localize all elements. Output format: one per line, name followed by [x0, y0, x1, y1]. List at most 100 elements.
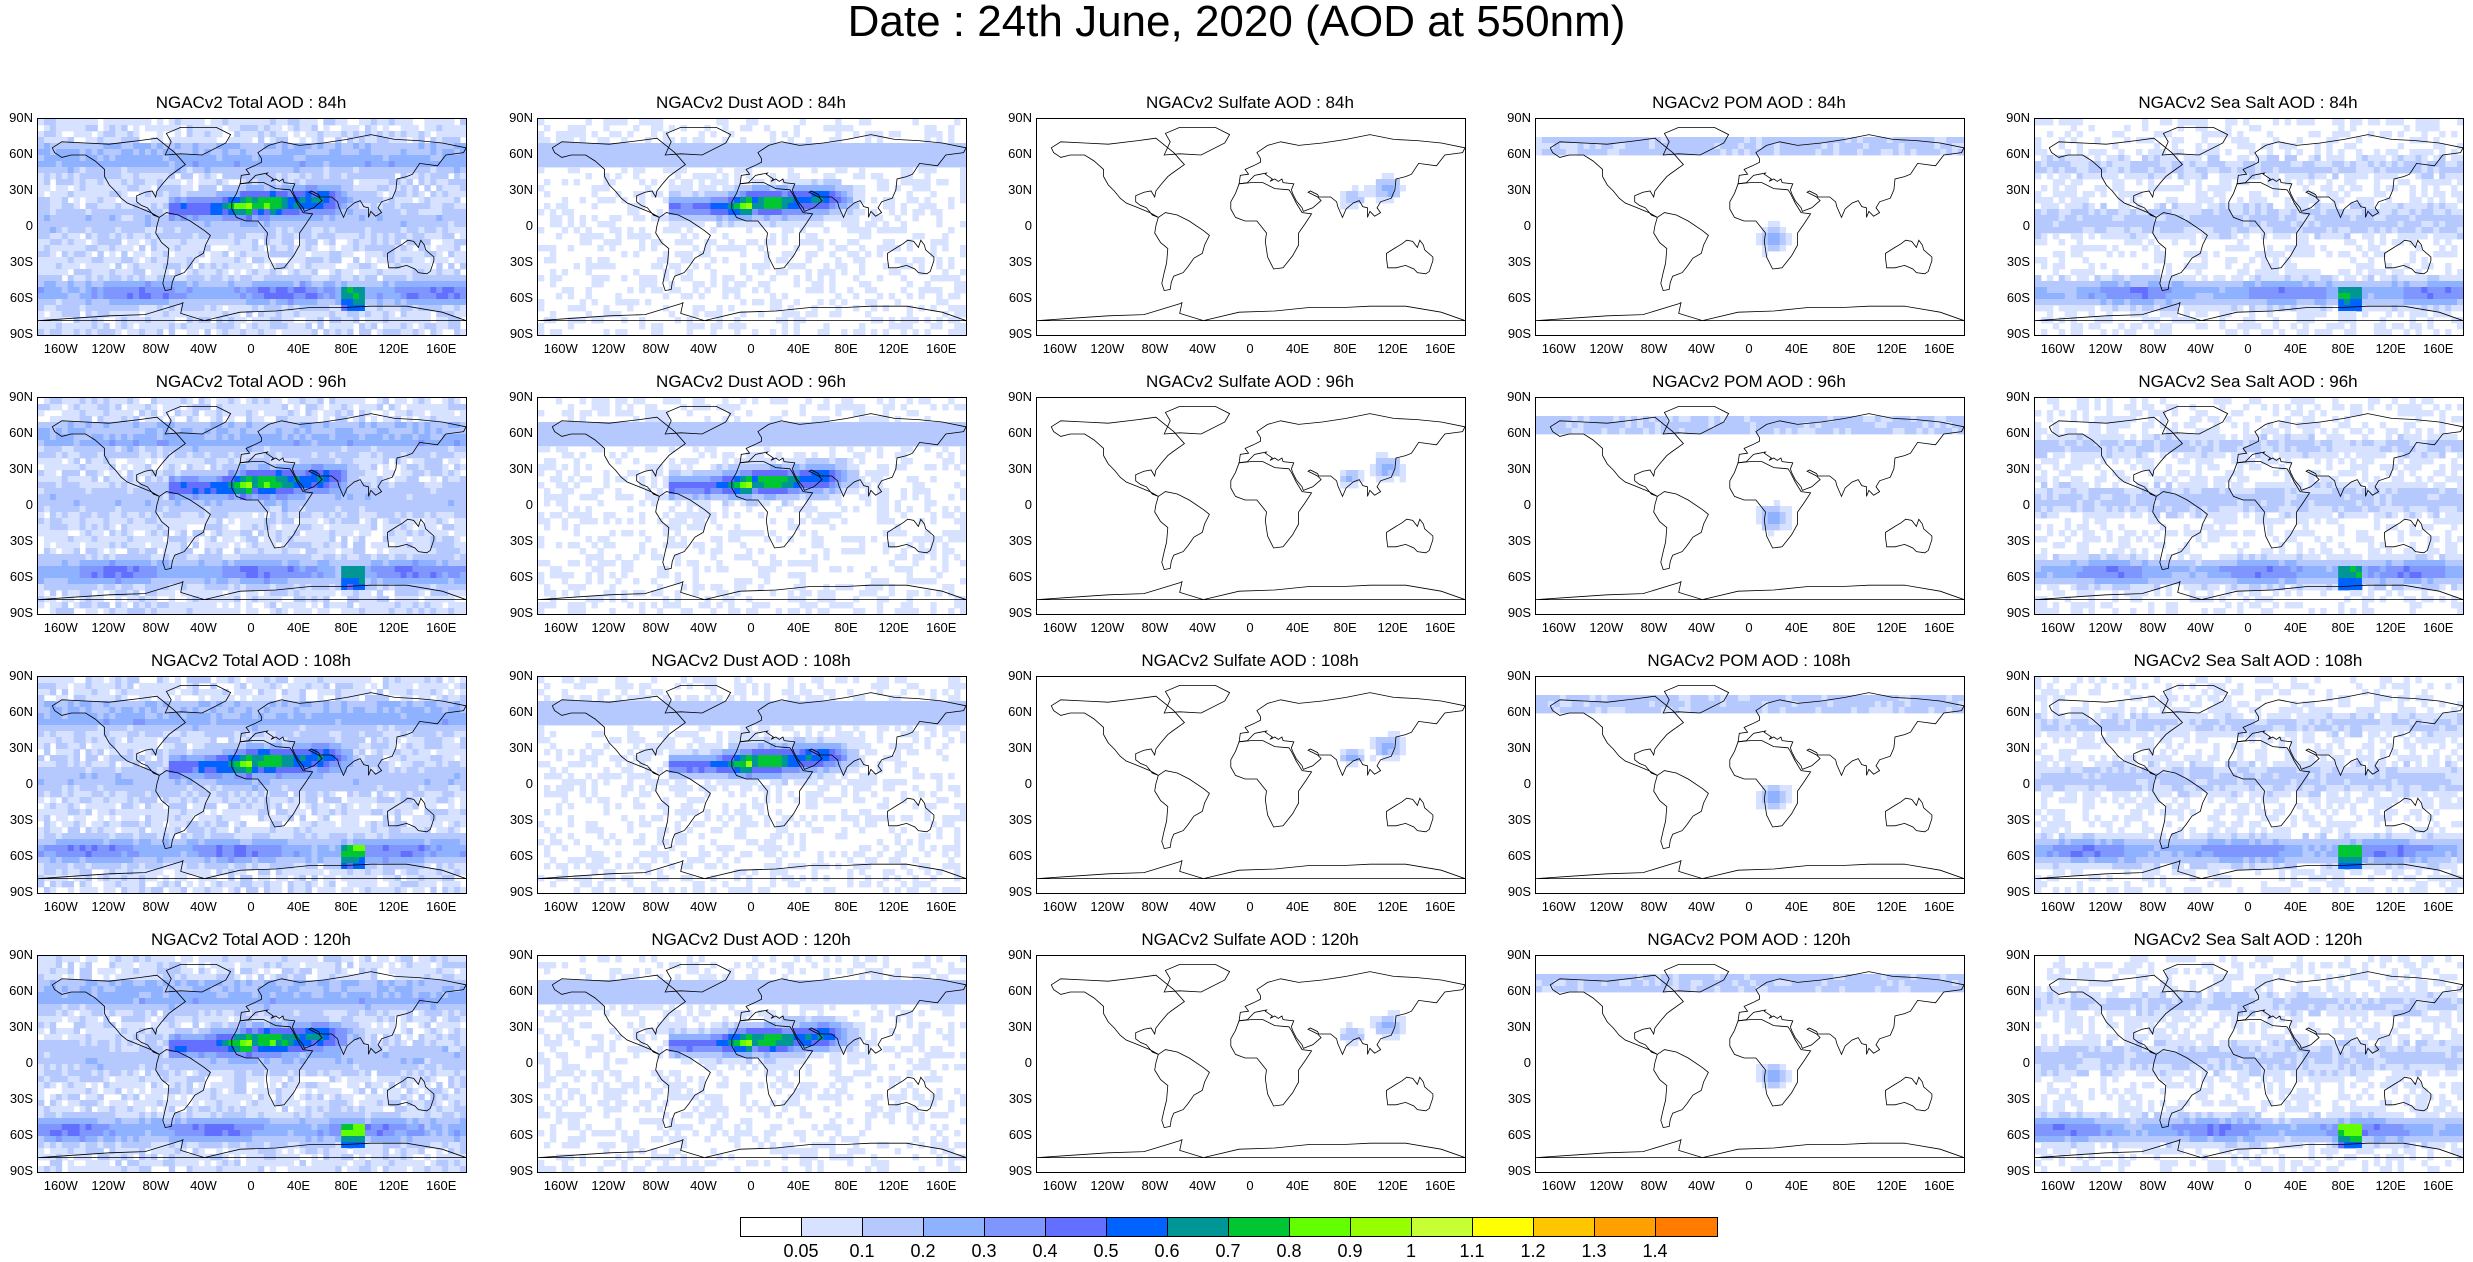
- aod-cell: [151, 203, 157, 209]
- lon-tick-label: 40E: [1772, 341, 1822, 356]
- aod-cell: [133, 209, 139, 215]
- aod-cell: [276, 119, 282, 125]
- aod-cell: [2398, 179, 2404, 185]
- aod-cell: [2374, 185, 2380, 191]
- aod-cell: [853, 185, 859, 191]
- aod-cell: [38, 143, 44, 149]
- aod-cell: [681, 179, 687, 185]
- aod-cell: [871, 131, 877, 137]
- aod-cell: [574, 305, 580, 311]
- aod-cell: [800, 239, 806, 245]
- aod-cell: [199, 203, 205, 209]
- aod-cell: [2297, 119, 2303, 125]
- aod-cell: [335, 233, 341, 239]
- aod-cell: [675, 203, 681, 209]
- aod-cell: [418, 281, 424, 287]
- aod-cell: [377, 221, 383, 227]
- aod-cell: [80, 227, 86, 233]
- aod-cell: [181, 287, 187, 293]
- aod-cell: [675, 251, 681, 257]
- aod-cell: [1566, 149, 1572, 155]
- aod-cell: [2094, 245, 2100, 251]
- aod-cell: [2047, 197, 2053, 203]
- aod-cell: [74, 299, 80, 305]
- aod-cell: [2077, 119, 2083, 125]
- aod-cell: [728, 203, 734, 209]
- aod-cell: [734, 245, 740, 251]
- aod-cell: [2166, 221, 2172, 227]
- aod-cell: [1899, 149, 1905, 155]
- aod-cell: [222, 323, 228, 329]
- lon-tick-label: 40E: [1273, 341, 1323, 356]
- aod-cell: [1625, 149, 1631, 155]
- aod-cell: [103, 281, 109, 287]
- aod-cell: [115, 305, 121, 311]
- aod-cell: [1827, 149, 1833, 155]
- aod-cell: [2124, 173, 2130, 179]
- aod-cell: [38, 161, 44, 167]
- aod-cell: [669, 263, 675, 269]
- aod-cell: [568, 323, 574, 329]
- aod-cell: [603, 161, 609, 167]
- aod-cell: [2124, 227, 2130, 233]
- aod-cell: [913, 155, 919, 161]
- aod-cell: [181, 203, 187, 209]
- aod-cell: [460, 125, 466, 131]
- aod-cell: [633, 155, 639, 161]
- aod-cell: [615, 233, 621, 239]
- aod-cell: [424, 287, 430, 293]
- aod-cell: [746, 155, 752, 161]
- aod-cell: [199, 215, 205, 221]
- aod-cell: [436, 299, 442, 305]
- aod-cell: [2439, 215, 2445, 221]
- aod-cell: [806, 161, 812, 167]
- aod-cell: [92, 233, 98, 239]
- aod-cell: [2267, 131, 2273, 137]
- aod-cell: [151, 293, 157, 299]
- aod-cell: [2118, 149, 2124, 155]
- aod-cell: [782, 329, 788, 335]
- aod-cell: [699, 203, 705, 209]
- lat-tick-label: 90N: [1002, 110, 1032, 125]
- aod-cell: [62, 119, 68, 125]
- aod-cell: [746, 197, 752, 203]
- aod-cell: [401, 329, 407, 335]
- aod-cell: [448, 233, 454, 239]
- aod-cell: [448, 263, 454, 269]
- aod-cell: [2160, 221, 2166, 227]
- aod-cell: [181, 143, 187, 149]
- aod-cell: [133, 305, 139, 311]
- aod-cell: [389, 293, 395, 299]
- aod-cell: [930, 287, 936, 293]
- aod-cell: [44, 143, 50, 149]
- aod-cell: [282, 155, 288, 161]
- aod-cell: [145, 155, 151, 161]
- aod-cell: [2065, 221, 2071, 227]
- aod-cell: [954, 119, 960, 125]
- aod-cell: [139, 173, 145, 179]
- aod-cell: [56, 215, 62, 221]
- aod-cell: [133, 221, 139, 227]
- aod-cell: [687, 155, 693, 161]
- aod-cell: [544, 203, 550, 209]
- aod-cell: [264, 311, 270, 317]
- aod-cell: [234, 281, 240, 287]
- aod-cell: [187, 191, 193, 197]
- aod-cell: [50, 155, 56, 161]
- aod-cell: [621, 251, 627, 257]
- aod-cell: [693, 233, 699, 239]
- aod-cell: [586, 287, 592, 293]
- aod-cell: [442, 185, 448, 191]
- aod-cell: [806, 233, 812, 239]
- aod-cell: [550, 221, 556, 227]
- aod-cell: [401, 143, 407, 149]
- aod-cell: [86, 275, 92, 281]
- aod-cell: [1786, 233, 1792, 239]
- map-panel: [1036, 118, 1466, 336]
- aod-cell: [163, 323, 169, 329]
- aod-cell: [2065, 167, 2071, 173]
- aod-cell: [538, 131, 544, 137]
- aod-cell: [353, 203, 359, 209]
- aod-cell: [329, 311, 335, 317]
- aod-cell: [80, 149, 86, 155]
